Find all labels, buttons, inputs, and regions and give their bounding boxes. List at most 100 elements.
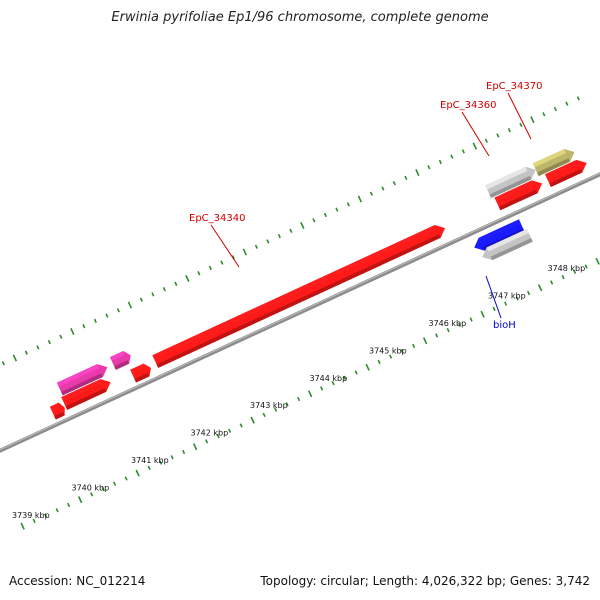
outer-tick: [553, 106, 557, 112]
inner-tick: [343, 375, 347, 380]
outer-tick: [392, 181, 396, 186]
feature-highlight: [545, 159, 579, 179]
feature-labels: EpC_34340 bioH EpC_34360 EpC_34370: [189, 81, 542, 331]
outer-tick: [335, 207, 339, 212]
outer-tick: [277, 233, 281, 239]
outer-tick: [185, 274, 190, 283]
inner-tick: [412, 343, 416, 349]
outer-tick: [36, 345, 40, 350]
inner-tick: [159, 460, 163, 465]
feature-highlight: [478, 219, 521, 243]
scale-label-3748: 3748 kbp: [548, 264, 586, 273]
inner-tick: [285, 402, 289, 407]
outer-tick: [116, 308, 120, 313]
inner-tick: [469, 317, 473, 322]
outer-tick: [47, 339, 51, 345]
feature-highlight: [109, 350, 126, 362]
feature-arrow-EpC_34360: [485, 166, 536, 199]
outer-tick: [438, 159, 442, 165]
feature-shadow: [156, 234, 441, 368]
inner-tick: [458, 322, 462, 327]
feature-EpC_34340: [152, 225, 446, 368]
feature-track: [49, 148, 587, 420]
feature-f10: [494, 180, 543, 211]
feature-arrow-f2: [61, 379, 111, 410]
feature-arrow-f4: [109, 350, 131, 370]
feature-highlight: [152, 225, 437, 360]
feature-shadow: [114, 360, 130, 370]
feature-shadow: [65, 388, 107, 410]
outer-tick: [484, 138, 488, 143]
inner-tick: [307, 390, 313, 398]
inner-tick: [389, 354, 393, 359]
inner-tick: [550, 280, 554, 285]
feature-f4: [109, 350, 131, 370]
inner-tick: [400, 349, 404, 354]
inner-tick: [320, 386, 324, 391]
feature-highlight: [532, 148, 567, 168]
feature-f8: [482, 228, 533, 261]
feature-body: [485, 166, 536, 199]
feature-body: [545, 159, 587, 188]
inner-tick: [67, 502, 71, 508]
feature-arrow-f8: [482, 228, 533, 261]
inner-tick: [101, 486, 105, 492]
feature-highlight: [61, 379, 103, 402]
scale-label-3747: 3747 kbp: [488, 292, 526, 301]
outer-tick: [127, 301, 133, 309]
feature-arrow-f5: [130, 363, 152, 383]
inner-tick: [135, 469, 140, 477]
feature-arrow-f12: [545, 159, 587, 188]
outer-tick: [542, 112, 546, 117]
inner-tick: [377, 359, 381, 365]
inner-tick: [124, 476, 128, 481]
outer-tick: [427, 165, 431, 170]
inner-tick: [537, 284, 543, 292]
leader-line-EpC_34370: [507, 92, 532, 140]
outer-tick: [105, 313, 109, 318]
outer-tick: [346, 202, 350, 207]
inner-tick: [365, 363, 370, 371]
feature-highlight: [56, 364, 100, 387]
feature-arrow-EpC_34340: [152, 225, 446, 368]
feature-body: [532, 148, 575, 177]
inner-tick: [584, 264, 588, 269]
outer-tick: [59, 334, 63, 339]
feature-shadow: [490, 238, 533, 261]
inner-tick: [504, 301, 508, 306]
inner-tick: [331, 380, 335, 386]
outer-tick: [242, 248, 248, 256]
inner-tick: [422, 337, 428, 345]
feature-highlight: [49, 402, 61, 411]
leader-line-EpC_34360: [461, 111, 490, 157]
inner-tick: [274, 407, 278, 412]
scale-label-3746: 3746 kbp: [429, 319, 467, 328]
outer-tick: [266, 239, 270, 244]
inner-tick: [77, 496, 83, 504]
feature-arrow-f10: [494, 180, 543, 211]
scale-label-3741: 3741 kbp: [131, 456, 169, 465]
feature-f3: [56, 364, 108, 396]
inner-tick: [262, 412, 266, 418]
outer-tick: [254, 244, 258, 249]
feature-label-EpC_34370: EpC_34370: [486, 81, 542, 92]
outer-tick: [472, 142, 478, 150]
feature-arrow-f1: [49, 402, 65, 420]
feature-highlight: [494, 180, 534, 202]
accession-text: Accession: NC_012214: [9, 574, 146, 588]
inner-tick: [20, 522, 25, 530]
map-title: Erwinia pyrifoliae Ep1/96 chromosome, co…: [111, 10, 489, 25]
inner-tick: [147, 465, 151, 471]
inner-tick-track: [20, 257, 600, 530]
scale-label-3743: 3743 kbp: [250, 401, 288, 410]
feature-shadow: [61, 373, 104, 396]
outer-tick: [93, 318, 97, 324]
inner-tick: [354, 370, 358, 375]
feature-EpC_34360: [485, 166, 536, 199]
feature-label-bioH: bioH: [493, 320, 516, 331]
feature-shadow: [54, 411, 65, 420]
scale-label-3742: 3742 kbp: [191, 429, 229, 438]
inner-tick: [573, 269, 577, 275]
feature-body: [494, 180, 543, 211]
